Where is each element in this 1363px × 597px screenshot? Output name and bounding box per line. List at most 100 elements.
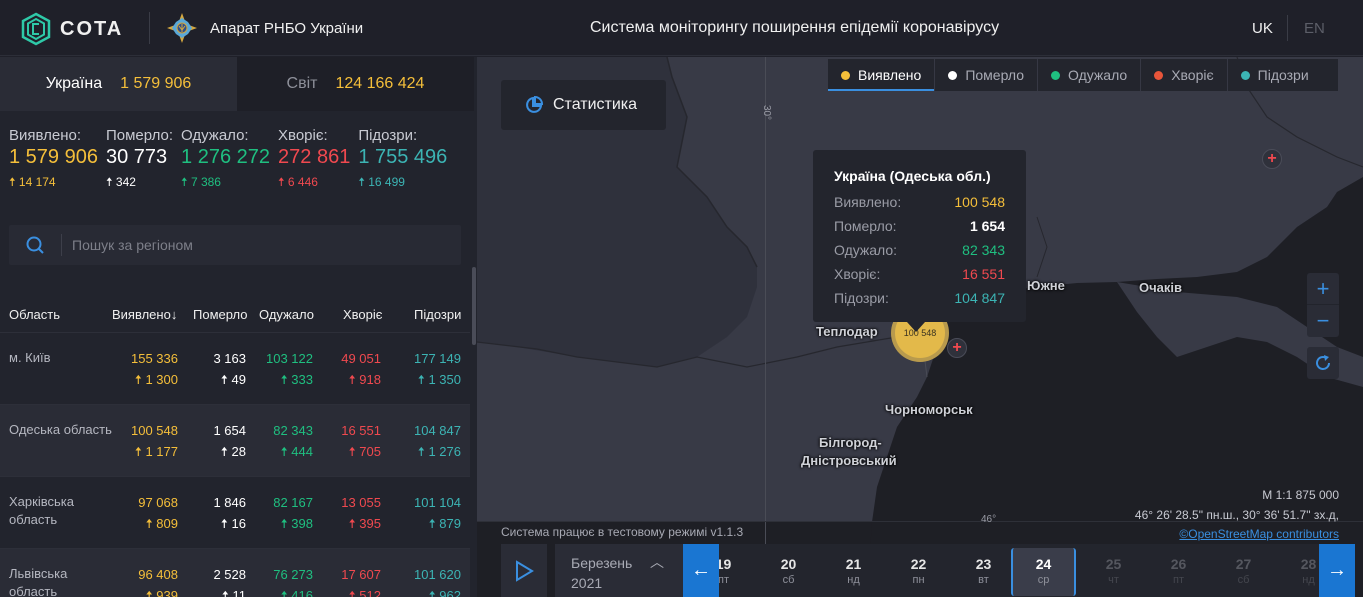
- next-day-button[interactable]: →: [1319, 544, 1355, 597]
- region-name: Львівська область: [9, 566, 68, 597]
- day-item-selected[interactable]: 24 ср: [1011, 548, 1076, 596]
- pie-chart-icon: [526, 96, 543, 113]
- col-died[interactable]: Померло: [193, 307, 248, 322]
- tooltip-row: Одужало: 82 343: [834, 242, 1005, 258]
- table-row[interactable]: Одеська область 100 548 🠅 1 177 1 654 🠅 28…: [0, 405, 470, 477]
- hospital-icon[interactable]: +: [947, 338, 967, 358]
- teal-dot-icon: [1240, 70, 1250, 80]
- day-item[interactable]: 22 пн: [910, 556, 927, 586]
- arrow-up-icon: 🠅: [428, 588, 440, 597]
- table-row[interactable]: Львівська область 96 408 🠅 939 2 528 🠅 11 …: [0, 549, 470, 597]
- region-search: [9, 225, 461, 265]
- day-item[interactable]: 27 сб: [1235, 556, 1252, 586]
- arrow-up-icon: 🠅: [221, 588, 233, 597]
- tab-ukraine[interactable]: Україна 1 579 906: [0, 57, 237, 111]
- filter-sick[interactable]: Хворіє: [1141, 59, 1228, 91]
- month-label: Березень: [571, 555, 633, 571]
- arrow-right-icon: →: [1327, 559, 1347, 581]
- tab-world[interactable]: Світ 124 166 424: [237, 57, 474, 111]
- day-strip: 19 пт 20 сб 21 нд 22 пн 23 вт 24 ср 25 чт 26 пт …: [719, 544, 1319, 597]
- col-suspected[interactable]: Підозри: [414, 307, 462, 322]
- total-label: Померло:: [105, 127, 174, 144]
- col-sick[interactable]: Хворіє: [343, 307, 383, 322]
- filter-recovered[interactable]: Одужало: [1038, 59, 1142, 91]
- cota-logo[interactable]: COTA: [20, 12, 123, 46]
- day-item[interactable]: 20 сб: [780, 556, 797, 586]
- day-item[interactable]: 25 чт: [1105, 556, 1122, 586]
- tooltip-title: Україна (Одеська обл.): [834, 168, 991, 184]
- year-label: 2021: [571, 575, 603, 591]
- arrow-up-icon: 🠅: [278, 175, 288, 189]
- day-item[interactable]: 26 пт: [1170, 556, 1187, 586]
- col-region[interactable]: Область: [9, 307, 61, 322]
- region-name: Одеська область: [9, 422, 112, 437]
- sidebar: Україна 1 579 906 Світ 124 166 424 Виявл…: [0, 57, 477, 597]
- total-label: Одужало:: [181, 127, 249, 144]
- search-input[interactable]: [62, 237, 442, 253]
- city-label: Чорноморськ: [885, 402, 973, 417]
- prev-day-button[interactable]: ←: [683, 544, 719, 597]
- arrow-up-icon: 🠅: [280, 516, 292, 531]
- table-row[interactable]: Харківська область 97 068 🠅 809 1 846 🠅 16…: [0, 477, 470, 549]
- month-selector[interactable]: Березень 2021 ︿: [555, 544, 683, 597]
- map-coordinates: 46° 26' 28.5" пн.ш., 30° 36' 51.7" зх.д,: [1134, 508, 1339, 522]
- arrow-up-icon: 🠅: [348, 516, 360, 531]
- arrow-left-icon: ←: [691, 559, 711, 581]
- logo-text: COTA: [60, 17, 124, 40]
- tab-world-label: Світ: [286, 75, 318, 92]
- sidebar-scrollbar[interactable]: [472, 267, 476, 345]
- lang-en-button[interactable]: EN: [1304, 20, 1325, 37]
- hospital-icon[interactable]: +: [1262, 149, 1282, 169]
- city-label: Дністровський: [801, 453, 897, 468]
- play-icon: [516, 559, 534, 582]
- metric-filter-bar: Виявлено Померло Одужало Хворіє Підозри: [828, 59, 1338, 91]
- scope-tabs: Україна 1 579 906 Світ 124 166 424: [0, 57, 477, 111]
- total-delta: 🠅 14 174: [9, 175, 56, 189]
- tab-ukraine-label: Україна: [45, 75, 103, 92]
- col-recovered[interactable]: Одужало: [259, 307, 314, 322]
- tooltip-row: Померло: 1 654: [834, 218, 1005, 234]
- region-name: Харківська область: [9, 494, 74, 527]
- arrow-up-icon: 🠅: [417, 372, 429, 387]
- longitude-label: 30°: [761, 104, 773, 121]
- arrow-up-icon: 🠅: [134, 444, 146, 459]
- reset-view-button[interactable]: [1307, 347, 1339, 379]
- filter-suspected[interactable]: Підозри: [1228, 59, 1322, 91]
- lang-uk-button[interactable]: UK: [1252, 20, 1273, 37]
- total-delta: 🠅 7 386: [181, 175, 221, 189]
- statistics-button[interactable]: Статистика: [501, 80, 666, 130]
- day-item[interactable]: 23 вт: [975, 556, 992, 586]
- total-recovered: Одужало: 1 276 272 🠅 7 386: [181, 127, 270, 194]
- lang-divider: [1287, 15, 1288, 41]
- osm-attribution-link[interactable]: ©OpenStreetMap contributors: [1179, 527, 1339, 541]
- arrow-up-icon: 🠅: [358, 175, 369, 189]
- zoom-in-button[interactable]: +: [1307, 273, 1339, 305]
- filter-detected[interactable]: Виявлено: [828, 59, 936, 91]
- tooltip-arrow: [907, 322, 925, 332]
- arrow-up-icon: 🠅: [348, 588, 360, 597]
- filter-died[interactable]: Померло: [935, 59, 1039, 91]
- play-button[interactable]: [501, 544, 547, 597]
- arrow-up-icon: 🠅: [280, 372, 292, 387]
- zoom-out-button[interactable]: −: [1316, 308, 1330, 333]
- total-delta: 🠅 6 446: [278, 175, 318, 189]
- search-icon[interactable]: [9, 235, 61, 255]
- arrow-up-icon: 🠅: [220, 372, 232, 387]
- tooltip-row: Підозри: 104 847: [834, 290, 1005, 306]
- timeline: Березень 2021 ︿ ← 19 пт 20 сб 21 нд 22 пн 23…: [501, 544, 1363, 597]
- total-label: Підозри:: [358, 127, 418, 144]
- day-item[interactable]: 28 нд: [1300, 556, 1317, 586]
- sort-down-icon: ↓: [170, 307, 178, 322]
- table-row[interactable]: м. Київ 155 336 🠅 1 300 3 163 🠅 49 103 122…: [0, 333, 470, 405]
- map-view[interactable]: 30° 46° Статистика Виявлено Померло Одуж…: [477, 57, 1363, 597]
- rnbo-branding[interactable]: Апарат РНБО України: [166, 12, 363, 44]
- arrow-up-icon: 🠅: [145, 588, 157, 597]
- day-item[interactable]: 19 пт: [719, 556, 732, 586]
- chevron-up-icon: ︿: [650, 554, 664, 570]
- col-detected[interactable]: Виявлено↓: [112, 307, 178, 322]
- rnbo-emblem-icon: [167, 13, 197, 43]
- search-divider: [61, 234, 62, 256]
- day-item[interactable]: 21 нд: [845, 556, 862, 586]
- org-name: Апарат РНБО України: [210, 19, 364, 37]
- yellow-dot-icon: [841, 70, 850, 80]
